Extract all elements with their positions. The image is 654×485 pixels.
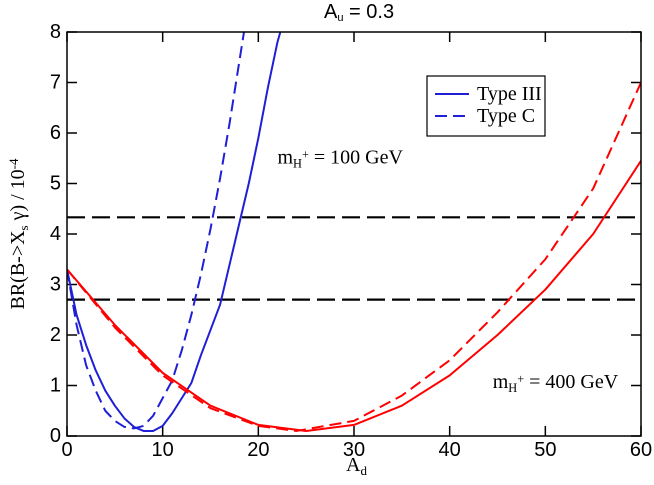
x-tick-label: 30 xyxy=(343,439,365,461)
y-axis-label-part: -4 xyxy=(6,158,21,169)
y-axis-label: BR(B->Xs γ) / 10-4 xyxy=(6,158,31,310)
annotation: mH+ = 100 GeV xyxy=(277,146,403,170)
x-tick-label: 0 xyxy=(61,439,72,461)
y-tick-label: 0 xyxy=(50,425,61,447)
plot-frame xyxy=(66,31,642,437)
y-tick-label: 4 xyxy=(50,223,61,245)
y-tick-label: 5 xyxy=(50,173,61,195)
annotation-part: m xyxy=(277,146,293,168)
x-tick-label: 20 xyxy=(247,439,269,461)
chart-title-part: = 0.3 xyxy=(344,1,395,23)
series-line xyxy=(67,32,245,430)
annotation-part: + xyxy=(517,372,524,386)
annotation-part: + xyxy=(302,147,309,161)
annotation-part: = 400 GeV xyxy=(524,371,619,393)
chart-title: Au = 0.3 xyxy=(324,1,394,24)
plot-area xyxy=(67,32,641,432)
y-tick-label: 6 xyxy=(50,122,61,144)
y-tick-label: 2 xyxy=(50,324,61,346)
annotation-part: H xyxy=(508,381,517,395)
y-axis-label-part: γ) / 10 xyxy=(7,169,29,225)
x-tick-label: 10 xyxy=(152,439,174,461)
y-tick-label: 8 xyxy=(50,21,61,43)
y-tick-label: 3 xyxy=(50,274,61,296)
legend-label: Type C xyxy=(477,105,535,127)
annotation-part: = 100 GeV xyxy=(309,146,404,168)
annotation-part: H xyxy=(293,156,302,170)
chart-title-part: u xyxy=(337,12,343,24)
x-axis-label: Ad xyxy=(346,454,367,478)
y-axis-label-part: BR(B->X xyxy=(7,230,29,310)
series-line xyxy=(67,32,282,432)
y-axis-label-part: s xyxy=(16,225,31,230)
x-tick-label: 40 xyxy=(439,439,461,461)
legend-box xyxy=(426,75,546,137)
x-tick-label: 60 xyxy=(630,439,652,461)
x-axis-label-part: d xyxy=(360,463,367,478)
x-tick-label: 50 xyxy=(534,439,556,461)
y-tick-label: 7 xyxy=(50,72,61,94)
series-line xyxy=(67,160,641,432)
annotation: mH+ = 400 GeV xyxy=(493,371,619,395)
series-line xyxy=(67,82,641,432)
chart-title-part: A xyxy=(324,1,338,23)
y-tick-label: 1 xyxy=(50,375,61,397)
legend-label: Type III xyxy=(477,83,542,105)
x-axis-label-part: A xyxy=(346,454,361,476)
annotation-part: m xyxy=(493,371,509,393)
